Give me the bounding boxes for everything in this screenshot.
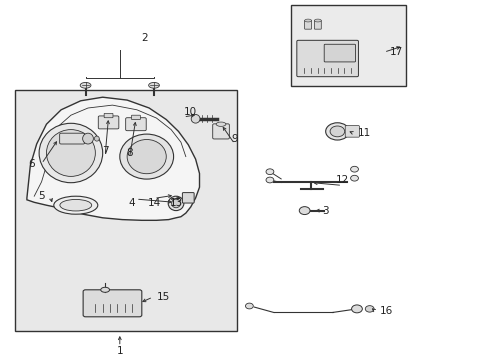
Text: 12: 12 [335,175,348,185]
Ellipse shape [148,82,159,88]
Ellipse shape [265,169,273,175]
Ellipse shape [46,130,95,176]
FancyBboxPatch shape [104,113,113,118]
Text: 13: 13 [169,198,183,208]
Polygon shape [27,97,199,220]
FancyBboxPatch shape [15,90,237,331]
Ellipse shape [171,199,180,208]
FancyBboxPatch shape [324,44,355,62]
Ellipse shape [120,134,173,179]
Text: 9: 9 [231,134,238,144]
Text: 6: 6 [28,159,35,169]
Text: 4: 4 [128,198,135,208]
Text: 14: 14 [147,198,161,208]
Text: 15: 15 [157,292,170,302]
Ellipse shape [191,114,200,123]
Ellipse shape [329,126,344,137]
Text: 7: 7 [102,146,108,156]
FancyBboxPatch shape [131,115,140,120]
Text: 2: 2 [141,33,147,43]
Ellipse shape [314,19,321,22]
Ellipse shape [351,305,362,313]
Ellipse shape [265,177,273,183]
Ellipse shape [80,82,91,88]
FancyBboxPatch shape [290,5,405,86]
FancyBboxPatch shape [98,116,119,129]
FancyBboxPatch shape [345,126,359,137]
FancyBboxPatch shape [83,290,142,317]
Text: 5: 5 [38,191,45,201]
Ellipse shape [82,133,93,144]
Ellipse shape [304,19,311,22]
Ellipse shape [245,303,253,309]
FancyBboxPatch shape [212,124,229,139]
Ellipse shape [39,123,102,183]
FancyBboxPatch shape [296,40,358,77]
FancyBboxPatch shape [182,193,194,203]
Text: 10: 10 [184,107,197,117]
Ellipse shape [299,207,309,215]
Ellipse shape [94,136,99,141]
Ellipse shape [127,140,166,174]
FancyBboxPatch shape [125,118,146,131]
Ellipse shape [101,287,109,292]
Text: 1: 1 [116,346,123,356]
Text: 17: 17 [388,47,402,57]
Ellipse shape [325,123,348,140]
Ellipse shape [350,166,358,172]
Text: 8: 8 [126,148,133,158]
Text: 16: 16 [379,306,392,316]
Ellipse shape [60,199,92,211]
Ellipse shape [350,175,358,181]
Ellipse shape [54,196,98,214]
Ellipse shape [365,306,373,312]
Text: 3: 3 [321,206,328,216]
FancyBboxPatch shape [314,21,321,29]
FancyBboxPatch shape [60,133,84,144]
FancyBboxPatch shape [304,21,311,29]
Ellipse shape [216,122,225,126]
Ellipse shape [168,196,183,211]
Text: 11: 11 [357,128,370,138]
